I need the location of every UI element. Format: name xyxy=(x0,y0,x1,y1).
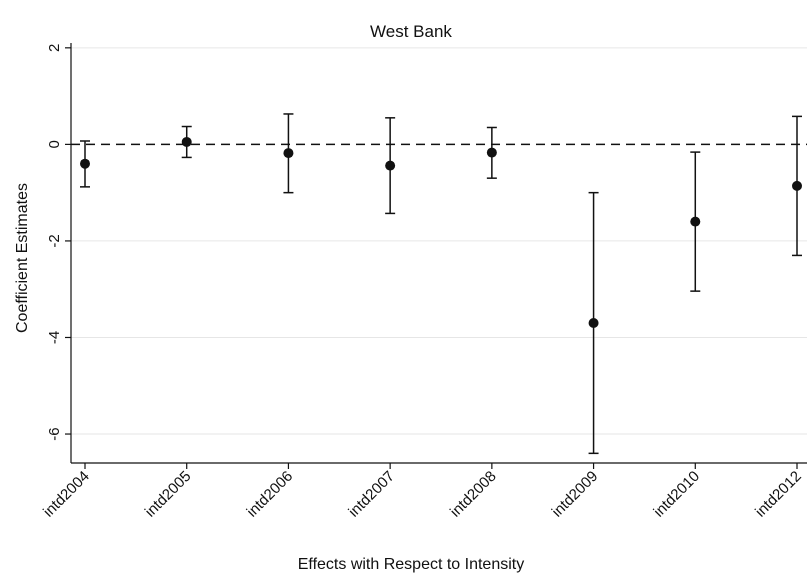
x-tick-label: intd2006 xyxy=(244,468,297,521)
y-axis: 2 0 -2 -4 -6 xyxy=(46,43,72,463)
x-tick-label: intd2008 xyxy=(447,468,500,521)
chart-title: West Bank xyxy=(370,22,452,41)
y-tick-label: -6 xyxy=(46,427,63,440)
point-estimate xyxy=(690,216,701,227)
coefficient-markers xyxy=(80,113,802,455)
point-estimate xyxy=(181,136,192,147)
x-tick-label: intd2007 xyxy=(345,468,398,521)
grid-lines xyxy=(71,47,807,435)
point-estimate xyxy=(792,180,802,191)
y-tick-label: -2 xyxy=(46,234,63,247)
x-tick-label: intd2004 xyxy=(40,468,93,521)
point-estimate xyxy=(588,318,599,328)
x-tick-label: intd2005 xyxy=(142,468,195,521)
y-tick-label: -4 xyxy=(46,331,63,344)
x-tick-label: intd2009 xyxy=(549,468,602,521)
y-axis-label: Coefficient Estimates xyxy=(14,183,31,333)
x-tick-label: intd2010 xyxy=(650,468,703,521)
point-estimate xyxy=(80,158,90,169)
x-axis-label: Effects with Respect to Intensity xyxy=(298,556,524,573)
y-tick-label: 2 xyxy=(46,44,63,52)
point-estimate xyxy=(486,147,497,158)
x-tick-label: intd2012 xyxy=(752,468,805,521)
x-axis: intd2004 intd2005 intd2006 intd2007 intd2008… xyxy=(40,462,807,521)
point-estimate xyxy=(385,160,396,171)
point-estimate xyxy=(283,148,294,159)
y-tick-label: 0 xyxy=(46,140,63,148)
